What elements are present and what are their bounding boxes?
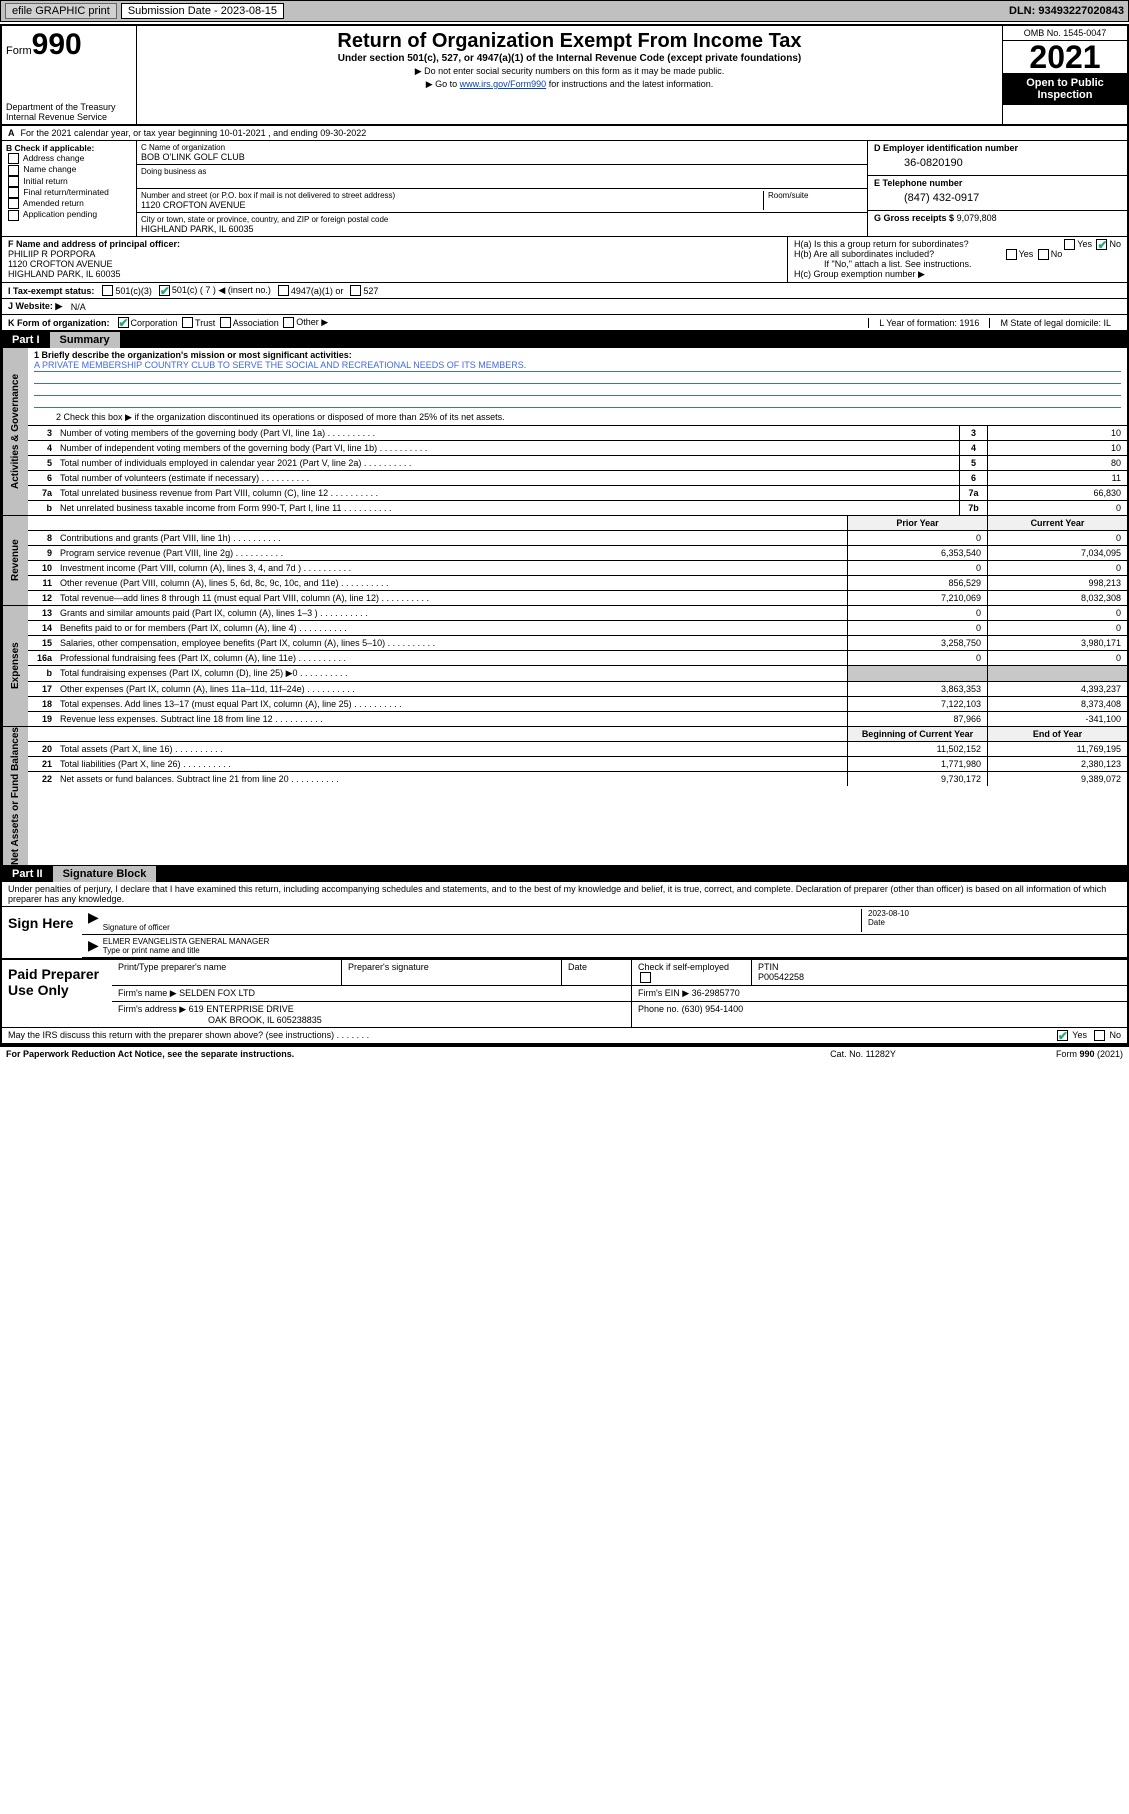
may-irs-line: May the IRS discuss this return with the… bbox=[2, 1027, 1127, 1043]
summary-row: 15Salaries, other compensation, employee… bbox=[28, 636, 1127, 651]
summary-row: 13Grants and similar amounts paid (Part … bbox=[28, 606, 1127, 621]
ssn-note: ▶ Do not enter social security numbers o… bbox=[141, 66, 998, 77]
tab-revenue: Revenue bbox=[2, 516, 28, 605]
dln: DLN: 93493227020843 bbox=[1009, 5, 1124, 17]
form-number: Form990 bbox=[6, 28, 132, 62]
name-change-checkbox[interactable] bbox=[8, 165, 19, 176]
irs-no-checkbox[interactable] bbox=[1094, 1030, 1105, 1041]
summary-row: 20Total assets (Part X, line 16)11,502,1… bbox=[28, 742, 1127, 757]
submission-date: Submission Date - 2023-08-15 bbox=[121, 3, 284, 19]
public-inspection: Open to Public Inspection bbox=[1003, 73, 1127, 105]
h-a-yes[interactable] bbox=[1064, 239, 1075, 250]
sign-here-label: Sign Here bbox=[2, 907, 82, 958]
summary-row: 4Number of independent voting members of… bbox=[28, 441, 1127, 456]
box-f: F Name and address of principal officer:… bbox=[2, 237, 787, 282]
tax-year: 2021 bbox=[1003, 41, 1127, 73]
efile-print-button[interactable]: efile GRAPHIC print bbox=[5, 3, 117, 19]
summary-row: 7aTotal unrelated business revenue from … bbox=[28, 486, 1127, 501]
goto-link-line: ▶ Go to www.irs.gov/Form990 for instruct… bbox=[141, 79, 998, 90]
box-h: H(a) Is this a group return for subordin… bbox=[787, 237, 1127, 282]
trust-checkbox[interactable] bbox=[182, 317, 193, 328]
h-a-no[interactable] bbox=[1096, 239, 1107, 250]
irs-yes-checkbox[interactable] bbox=[1057, 1030, 1068, 1041]
summary-row: bTotal fundraising expenses (Part IX, co… bbox=[28, 666, 1127, 682]
h-b-no[interactable] bbox=[1038, 249, 1049, 260]
summary-row: 12Total revenue—add lines 8 through 11 (… bbox=[28, 591, 1127, 605]
arrow-icon: ▶ bbox=[88, 937, 99, 955]
527-checkbox[interactable] bbox=[350, 285, 361, 296]
topbar: efile GRAPHIC print Submission Date - 20… bbox=[0, 0, 1129, 22]
summary-row: 19Revenue less expenses. Subtract line 1… bbox=[28, 712, 1127, 726]
summary-row: 11Other revenue (Part VIII, column (A), … bbox=[28, 576, 1127, 591]
app-pending-checkbox[interactable] bbox=[8, 210, 19, 221]
other-checkbox[interactable] bbox=[283, 317, 294, 328]
mission-block: 1 Briefly describe the organization's mi… bbox=[28, 348, 1127, 410]
form-990: Form990 Department of the Treasury Inter… bbox=[0, 24, 1129, 1045]
h-b-yes[interactable] bbox=[1006, 249, 1017, 260]
corp-checkbox[interactable] bbox=[118, 317, 129, 328]
summary-row: 14Benefits paid to or for members (Part … bbox=[28, 621, 1127, 636]
box-b: B Check if applicable: Address change Na… bbox=[2, 141, 137, 236]
box-d-e-g: D Employer identification number36-08201… bbox=[867, 141, 1127, 236]
summary-row: 6Total number of volunteers (estimate if… bbox=[28, 471, 1127, 486]
summary-row: 18Total expenses. Add lines 13–17 (must … bbox=[28, 697, 1127, 712]
form990-link[interactable]: www.irs.gov/Form990 bbox=[460, 79, 547, 89]
form-title: Return of Organization Exempt From Incom… bbox=[141, 30, 998, 53]
amended-return-checkbox[interactable] bbox=[8, 198, 19, 209]
summary-row: 9Program service revenue (Part VIII, lin… bbox=[28, 546, 1127, 561]
footer: For Paperwork Reduction Act Notice, see … bbox=[0, 1045, 1129, 1061]
self-employed-checkbox[interactable] bbox=[640, 972, 651, 983]
assoc-checkbox[interactable] bbox=[220, 317, 231, 328]
form-subtitle: Under section 501(c), 527, or 4947(a)(1)… bbox=[141, 53, 998, 64]
dept-treasury: Department of the Treasury bbox=[6, 102, 132, 112]
irs-label: Internal Revenue Service bbox=[6, 112, 132, 122]
line-i: I Tax-exempt status: 501(c)(3) 501(c) ( … bbox=[2, 283, 1127, 299]
501c-checkbox[interactable] bbox=[159, 285, 170, 296]
part-i-bar: Part I Summary bbox=[2, 332, 1127, 348]
line-j: J Website: ▶ N/A bbox=[2, 299, 1127, 315]
501c3-checkbox[interactable] bbox=[102, 285, 113, 296]
tab-net-assets: Net Assets or Fund Balances bbox=[2, 727, 28, 865]
summary-row: 10Investment income (Part VIII, column (… bbox=[28, 561, 1127, 576]
summary-row: 22Net assets or fund balances. Subtract … bbox=[28, 772, 1127, 786]
final-return-checkbox[interactable] bbox=[8, 187, 19, 198]
summary-row: 8Contributions and grants (Part VIII, li… bbox=[28, 531, 1127, 546]
addr-change-checkbox[interactable] bbox=[8, 153, 19, 164]
summary-row: 5Total number of individuals employed in… bbox=[28, 456, 1127, 471]
tax-period-line: A For the 2021 calendar year, or tax yea… bbox=[2, 126, 1127, 141]
tab-expenses: Expenses bbox=[2, 606, 28, 726]
summary-row: 17Other expenses (Part IX, column (A), l… bbox=[28, 682, 1127, 697]
summary-row: 21Total liabilities (Part X, line 26)1,7… bbox=[28, 757, 1127, 772]
summary-row: 3Number of voting members of the governi… bbox=[28, 426, 1127, 441]
box-c: C Name of organizationBOB O'LINK GOLF CL… bbox=[137, 141, 867, 236]
summary-row: 16aProfessional fundraising fees (Part I… bbox=[28, 651, 1127, 666]
tab-governance: Activities & Governance bbox=[2, 348, 28, 515]
4947-checkbox[interactable] bbox=[278, 285, 289, 296]
sig-declaration: Under penalties of perjury, I declare th… bbox=[2, 882, 1127, 906]
arrow-icon: ▶ bbox=[88, 909, 99, 932]
part-ii-bar: Part II Signature Block bbox=[2, 866, 1127, 882]
summary-row: bNet unrelated business taxable income f… bbox=[28, 501, 1127, 515]
line-k: K Form of organization: Corporation Trus… bbox=[2, 315, 1127, 332]
initial-return-checkbox[interactable] bbox=[8, 176, 19, 187]
paid-preparer-label: Paid Preparer Use Only bbox=[2, 960, 112, 1027]
